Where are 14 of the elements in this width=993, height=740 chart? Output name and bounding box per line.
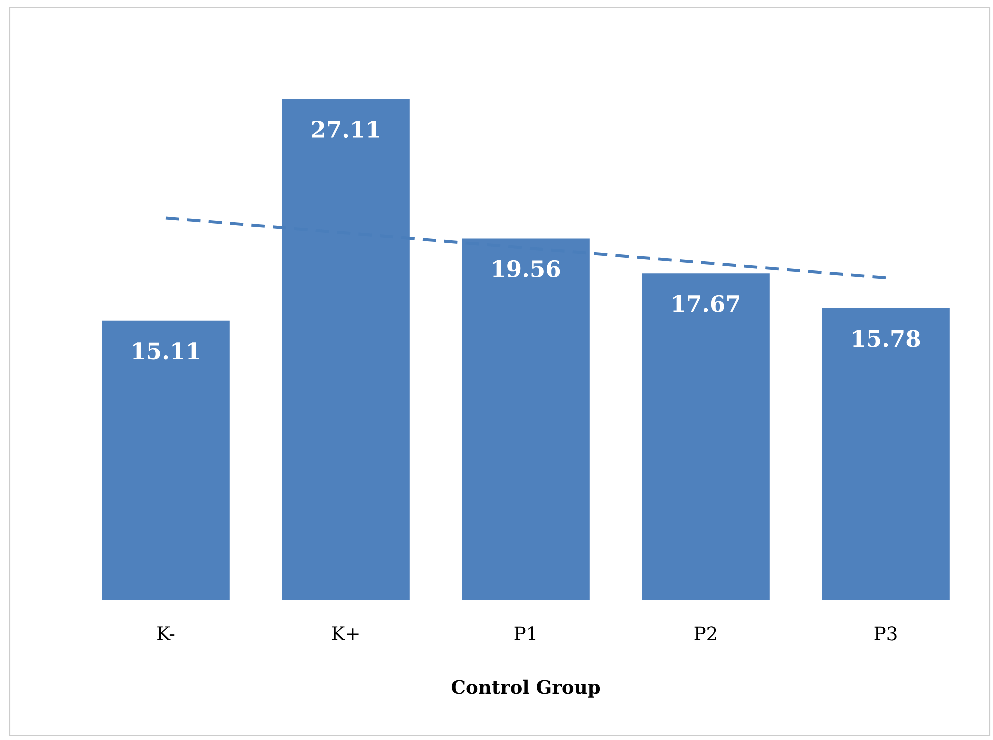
x-tick-label: P2 (694, 626, 716, 640)
bar (822, 308, 950, 600)
x-tick-label: K+ (332, 626, 359, 640)
x-axis-title: Control Group (452, 680, 600, 698)
data-label: 15.11 (133, 342, 200, 360)
data-label: 27.11 (312, 120, 380, 138)
bar (102, 320, 230, 600)
x-tick-label: P1 (514, 626, 536, 640)
data-label: 15.78 (853, 330, 920, 348)
x-tick-label: K- (158, 626, 175, 640)
bar (642, 274, 770, 600)
data-label: 17.67 (673, 295, 740, 312)
x-tick-label: P3 (874, 626, 897, 641)
data-label: 19.56 (493, 260, 560, 278)
